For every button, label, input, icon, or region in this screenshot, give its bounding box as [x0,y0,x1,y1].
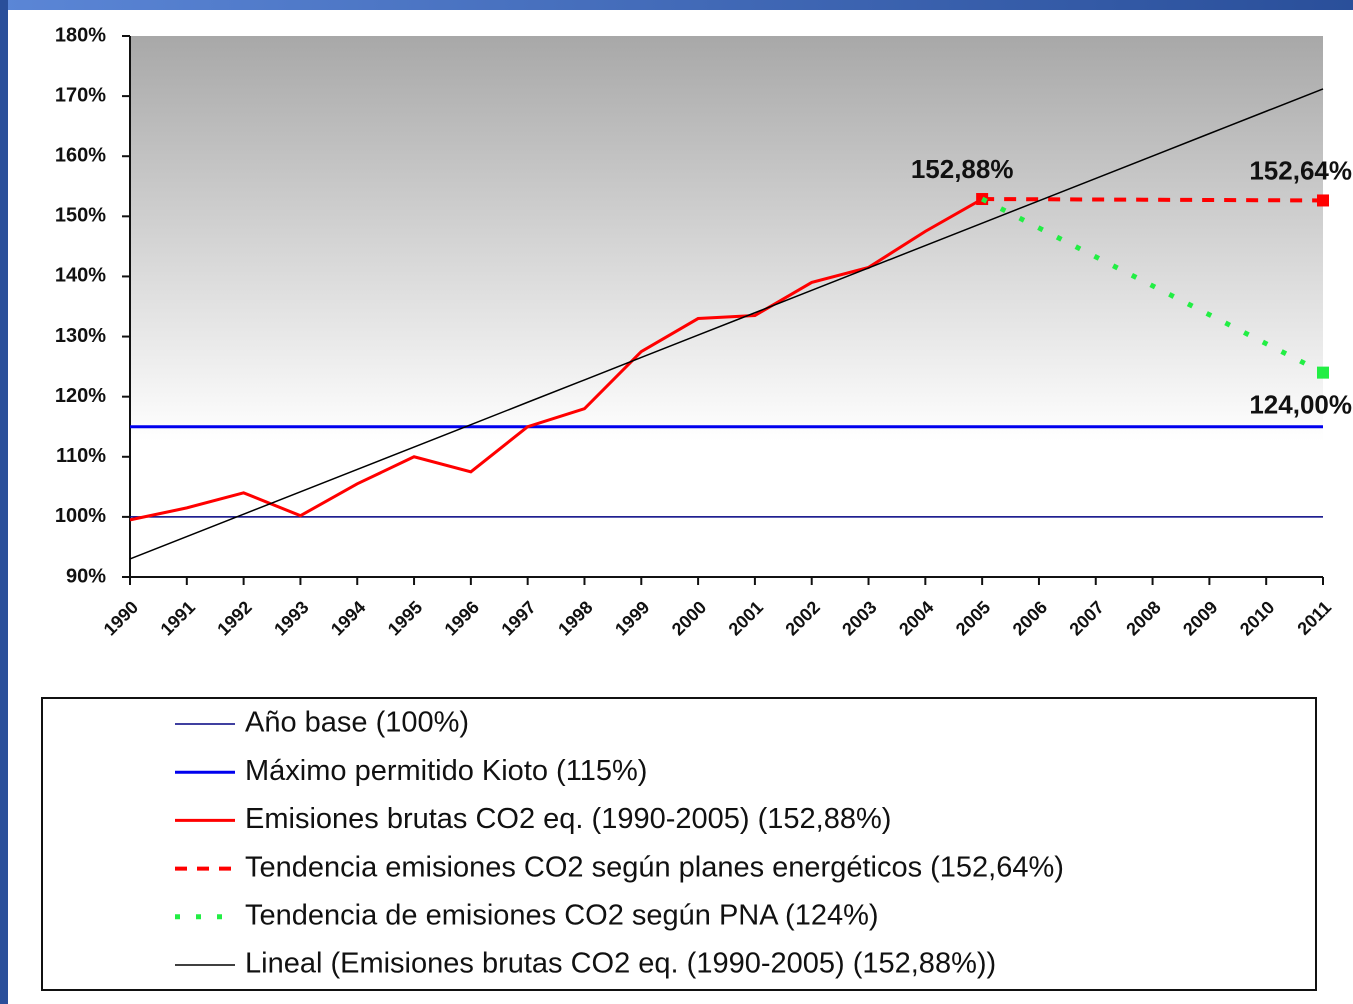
x-tick-label: 2001 [725,597,767,639]
y-tick-label: 120% [55,385,106,407]
chart-layer: 90% 100% 110% 120% 130% 140% 150% 160% 170% 180% 1… [55,24,1352,979]
x-tick-label: 1992 [213,597,255,639]
legend-label: Máximo permitido Kioto (115%) [245,755,647,787]
y-tick-label: 100% [55,505,106,527]
y-tick-label: 110% [56,445,106,467]
x-tick-label: 1995 [384,597,426,639]
x-tick-label: 1996 [441,597,483,639]
x-tick-label: 2008 [1122,597,1164,639]
point-marker [1317,366,1329,379]
x-tick-label: 2003 [838,597,880,639]
y-tick-label: 140% [55,265,106,287]
point-marker [1317,194,1329,207]
left-bar [0,0,8,1004]
y-tick-label: 170% [55,84,106,106]
plot-area [130,36,1323,577]
y-tick-label: 150% [55,205,106,227]
x-tick-label: 1993 [270,597,312,639]
value-label: 124,00% [1249,389,1352,419]
series-line [129,197,983,522]
y-tick-label: 90% [66,565,106,587]
top-bar [0,0,1353,10]
legend-box [41,697,1317,991]
y-tick-label: 160% [55,145,106,167]
x-tick-label: 1999 [611,597,653,639]
x-tick-label: 1990 [100,597,142,639]
y-tick-label: 130% [55,325,106,347]
x-tick-label: 2007 [1065,597,1107,639]
legend-label: Tendencia de emisiones CO2 según PNA (12… [245,899,879,931]
legend-label: Año base (100%) [245,707,469,739]
series-line [981,196,1325,375]
x-tick-label: 2011 [1293,597,1335,639]
value-label: 152,64% [1249,155,1352,185]
legend-label: Lineal (Emisiones brutas CO2 eq. (1990-2… [245,948,996,980]
x-tick-label: 1997 [497,597,539,639]
x-tick-label: 2002 [781,597,823,639]
x-tick-label: 2000 [668,597,710,639]
x-tick-label: 2005 [952,597,994,639]
y-tick-label: 180% [55,24,106,46]
x-tick-label: 1994 [327,597,369,639]
x-tick-label: 2010 [1236,597,1278,639]
x-tick-label: 2006 [1009,597,1051,639]
series-line [129,88,1324,560]
legend-label: Emisiones brutas CO2 eq. (1990-2005) (15… [245,803,891,835]
x-tick-label: 2004 [895,597,937,639]
x-tick-label: 1991 [157,597,199,639]
x-tick-label: 2009 [1179,597,1221,639]
value-label: 152,88% [911,154,1014,184]
x-tick-label: 1998 [554,597,596,639]
legend-label: Tendencia emisiones CO2 según planes ene… [245,851,1064,883]
